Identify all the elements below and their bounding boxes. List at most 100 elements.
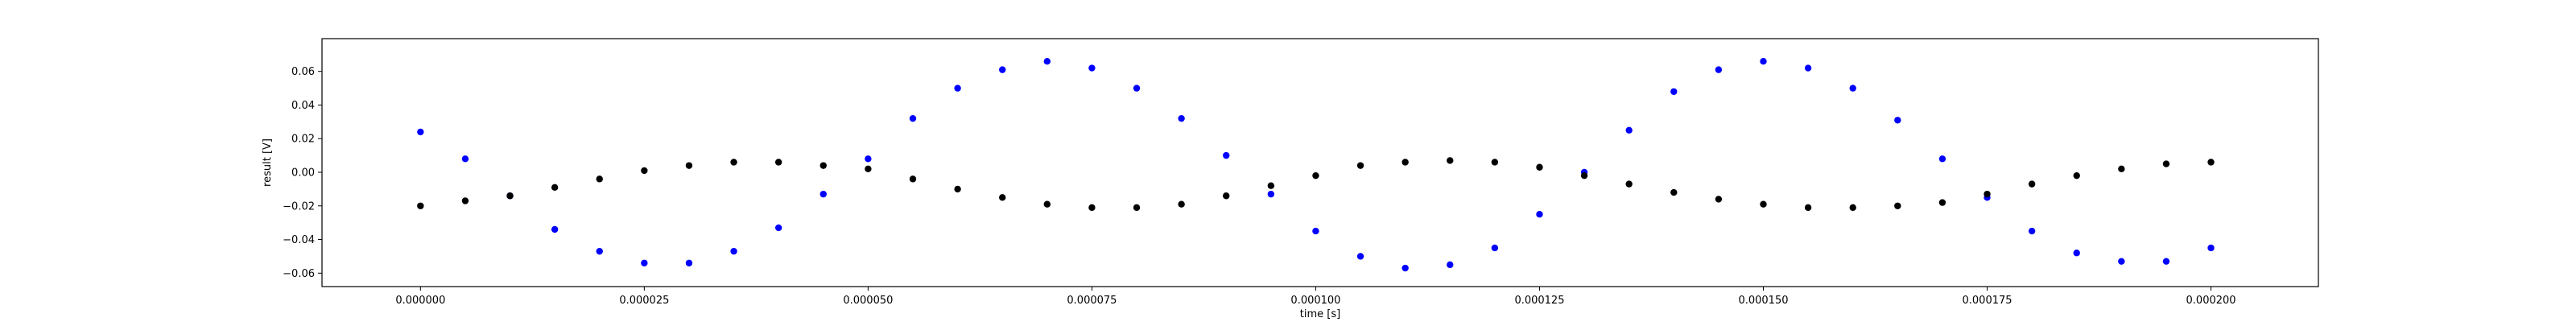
data-point (1625, 126, 1633, 134)
data-point (461, 155, 469, 163)
data-point (506, 192, 514, 200)
data-point (551, 184, 559, 191)
data-point (596, 175, 603, 183)
x-tick-label: 0.000100 (1290, 295, 1340, 307)
x-tick-label: 0.000150 (1738, 295, 1788, 307)
x-axis-ticks: 0.000000 0.000025 0.000050 0.000075 0.000100… (395, 287, 2236, 307)
data-point (641, 259, 648, 266)
data-point (1088, 64, 1096, 72)
data-point (1088, 204, 1096, 212)
data-point (909, 175, 917, 183)
series-1 (417, 157, 2215, 212)
data-point (2073, 171, 2080, 180)
data-point (909, 114, 917, 122)
data-point (2118, 165, 2125, 173)
data-point (1312, 171, 1319, 180)
data-point (1670, 188, 1678, 196)
data-point (730, 159, 737, 166)
x-tick-label: 0.000200 (2186, 295, 2236, 307)
data-point (417, 202, 424, 209)
data-point (1849, 204, 1856, 212)
data-point (865, 165, 872, 173)
data-point (1760, 200, 1767, 208)
x-axis-label: time [s] (1300, 308, 1340, 320)
x-tick-label: 0.000025 (619, 295, 669, 307)
y-tick-label: −0.06 (283, 268, 315, 280)
data-point (1938, 155, 1946, 163)
data-point (999, 194, 1006, 201)
y-axis-label: result [V] (262, 138, 274, 187)
data-point (819, 162, 827, 169)
data-point (1938, 199, 1946, 206)
data-point (1267, 182, 1275, 189)
data-point (1356, 162, 1364, 169)
data-point (1043, 200, 1051, 208)
data-point (2073, 250, 2080, 257)
series-0 (417, 57, 2215, 272)
data-point (1178, 200, 1185, 208)
x-tick-label: 0.000000 (395, 295, 445, 307)
data-point (1580, 171, 1588, 180)
data-point (1133, 85, 1141, 92)
data-point (819, 190, 827, 198)
y-tick-label: −0.04 (283, 234, 315, 246)
data-point (596, 247, 603, 255)
data-point (2118, 258, 2125, 265)
data-point (1133, 204, 1141, 212)
data-point (1402, 264, 1409, 272)
data-point (1760, 57, 1767, 65)
data-point (730, 247, 737, 255)
data-point (1715, 196, 1723, 203)
data-point (1491, 244, 1499, 252)
data-point (685, 259, 693, 266)
data-point (1447, 261, 1454, 269)
series-layer (417, 57, 2215, 272)
data-point (774, 224, 782, 232)
data-point (1536, 163, 1543, 171)
data-point (2207, 244, 2215, 252)
data-point (1312, 227, 1319, 235)
data-point (774, 159, 782, 166)
x-tick-label: 0.000075 (1067, 295, 1117, 307)
data-point (865, 155, 872, 163)
data-point (1715, 66, 1723, 73)
data-point (1043, 57, 1051, 65)
x-tick-label: 0.000125 (1514, 295, 1564, 307)
data-point (641, 167, 648, 175)
data-point (685, 162, 693, 169)
plot-area (322, 39, 2318, 287)
data-point (2207, 159, 2215, 166)
data-point (2162, 258, 2170, 265)
y-axis-ticks: −0.06 −0.04 −0.02 0.00 0.02 0.04 0.06 (283, 66, 322, 280)
data-point (1223, 192, 1230, 200)
data-point (2162, 160, 2170, 167)
data-point (1356, 253, 1364, 260)
data-point (1670, 88, 1678, 95)
data-point (954, 185, 961, 193)
data-point (1804, 204, 1812, 212)
data-point (551, 225, 559, 233)
data-point (1894, 117, 1901, 124)
plot-frame (321, 38, 2319, 287)
data-point (1894, 202, 1901, 209)
data-point (2028, 180, 2036, 188)
data-point (1223, 151, 1230, 159)
data-point (1447, 157, 1454, 164)
y-tick-label: 0.02 (291, 134, 315, 146)
y-tick-label: 0.04 (291, 100, 315, 112)
data-point (1491, 159, 1499, 166)
data-point (1402, 159, 1409, 166)
x-tick-label: 0.000050 (843, 295, 893, 307)
data-point (461, 197, 469, 204)
y-tick-label: 0.00 (291, 167, 315, 180)
data-point (1267, 190, 1275, 198)
data-point (1984, 190, 1991, 198)
data-point (999, 66, 1006, 73)
data-point (1804, 64, 1812, 72)
y-tick-label: −0.02 (283, 200, 315, 213)
data-point (1625, 180, 1633, 188)
data-point (1849, 85, 1856, 92)
data-point (954, 85, 961, 92)
